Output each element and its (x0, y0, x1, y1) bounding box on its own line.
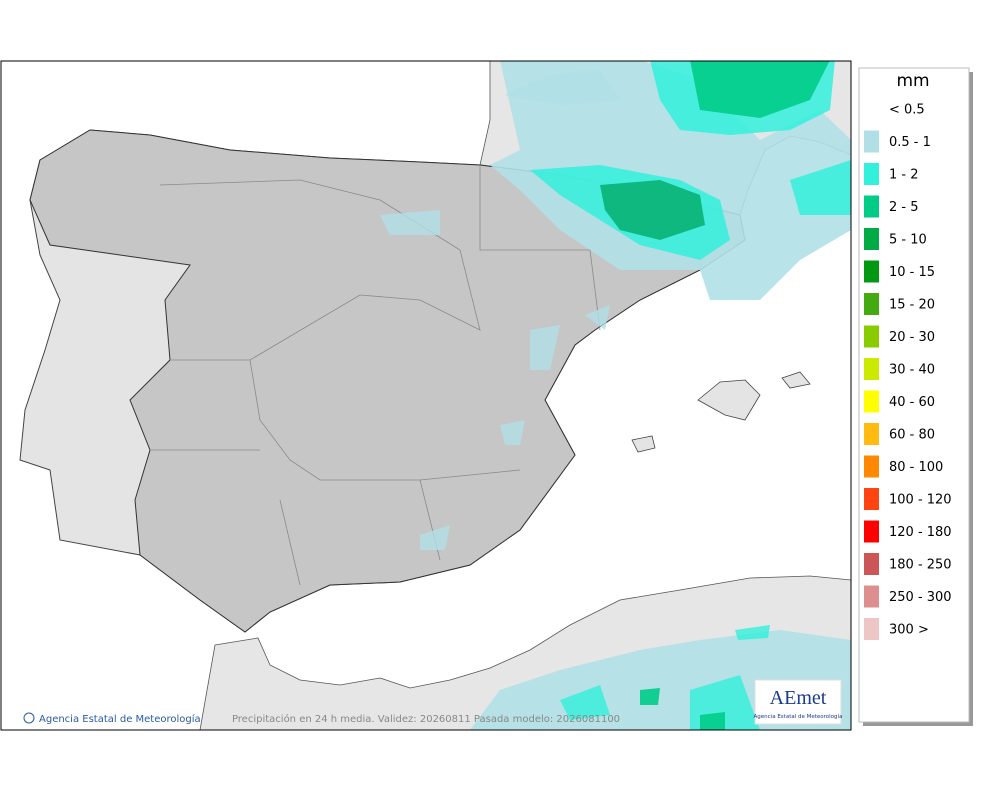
legend-swatch (864, 520, 879, 543)
legend-swatch (864, 130, 879, 153)
credit: Agencia Estatal de Meteorología (39, 713, 201, 725)
legend-label: 40 - 60 (889, 395, 935, 410)
legend-label: 180 - 250 (889, 558, 952, 573)
legend-title: mm (896, 71, 929, 91)
logo-name: AEmet (770, 687, 827, 709)
legend-swatch (864, 423, 879, 445)
regions (150, 165, 601, 586)
logo-box (754, 679, 842, 725)
legend-swatch (864, 325, 879, 348)
logo-subtitle: Agencia Estatal de Meteorología (754, 713, 843, 720)
legend-swatch (864, 260, 879, 283)
legend-swatch (864, 585, 879, 608)
legend-swatch (864, 228, 879, 250)
legend-label: 2 - 5 (889, 200, 919, 215)
map (1, 61, 851, 730)
legend-label: 300 > (889, 623, 929, 638)
copyright-icon (23, 712, 35, 724)
islands (631, 371, 811, 453)
legend-label: 30 - 40 (889, 363, 935, 378)
legend-label: 60 - 80 (889, 428, 935, 443)
map-frame (0, 60, 852, 731)
legend-swatch (864, 195, 879, 218)
precipitation (380, 61, 851, 730)
legend-label: < 0.5 (889, 103, 925, 118)
legend-swatch (864, 455, 879, 478)
caption: Precipitación en 24 h media. Validez: 20… (232, 713, 620, 725)
legend-swatch (864, 618, 879, 640)
legend-label: 1 - 2 (889, 168, 919, 183)
legend-label: 80 - 100 (889, 460, 943, 475)
legend-label: 10 - 15 (889, 265, 935, 280)
legend-swatch (864, 98, 879, 120)
legend-swatch (864, 163, 879, 185)
legend-swatch (864, 553, 879, 575)
legend-label: 15 - 20 (889, 298, 935, 313)
legend-label: 20 - 30 (889, 330, 935, 345)
legend: < 0.5 0.5 - 1 1 - 2 2 - 5 5 - 10 10 - 15 15 - … (864, 98, 952, 640)
legend-label: 5 - 10 (889, 233, 927, 248)
legend-swatch (864, 358, 879, 380)
legend-label: 100 - 120 (889, 493, 952, 508)
legend-label: 250 - 300 (889, 590, 952, 605)
legend-label: 120 - 180 (889, 525, 952, 540)
legend-swatch (864, 293, 879, 315)
legend-label: 0.5 - 1 (889, 135, 931, 150)
legend-swatch (864, 488, 879, 510)
legend-swatch (864, 390, 879, 413)
spain (29, 129, 746, 633)
